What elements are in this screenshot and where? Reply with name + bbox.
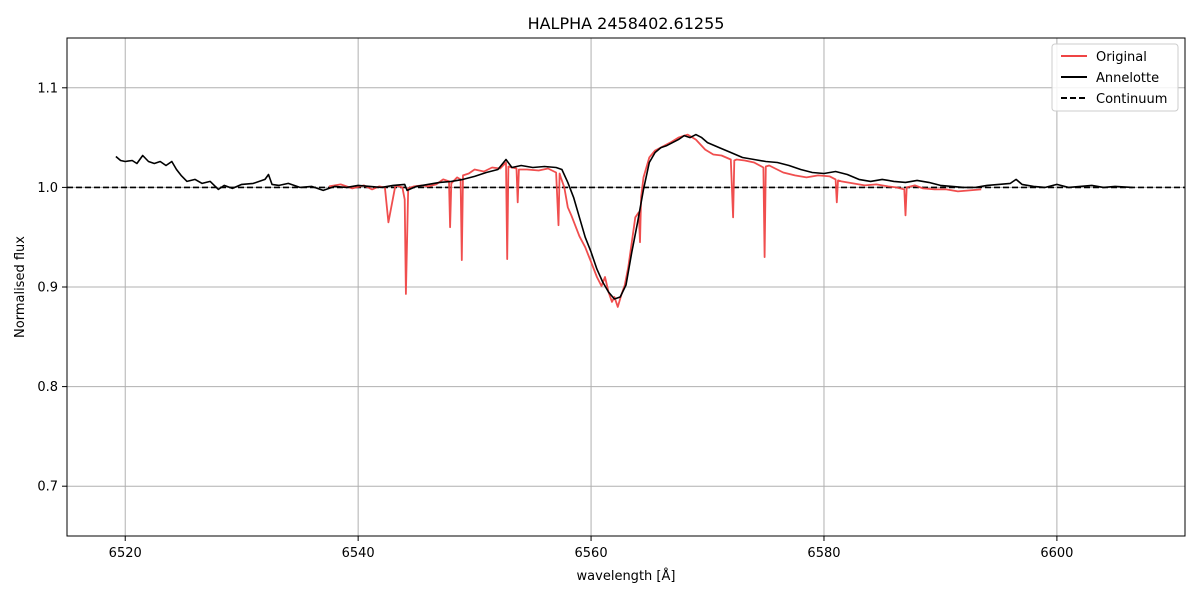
- x-tick-label: 6580: [807, 546, 840, 561]
- annelotte-series-line: [115, 133, 1133, 300]
- legend-box: [1051, 43, 1179, 112]
- x-tick-label: 6600: [1040, 546, 1073, 561]
- grid: [67, 38, 1185, 536]
- x-tick-label: 6540: [342, 546, 375, 561]
- x-tick-label: 6560: [575, 546, 608, 561]
- legend-label-annelotte: Annelotte: [1096, 71, 1159, 86]
- legend-label-continuum: Continuum: [1096, 92, 1167, 107]
- series-layer: [67, 133, 1185, 308]
- y-tick-label: 1.0: [37, 181, 58, 196]
- legend: Original Annelotte Continuum: [1051, 43, 1179, 112]
- x-axis-label: wavelength [Å]: [577, 568, 676, 584]
- y-tick-label: 1.1: [37, 81, 58, 96]
- chart-title: HALPHA 2458402.61255: [528, 14, 725, 33]
- original-series-line: [328, 133, 982, 308]
- y-tick-label: 0.7: [37, 480, 58, 495]
- axis-ticks: 6520 6540 6560 6580 6600 0.7 0.8 0.9 1.0 1.1: [37, 81, 1073, 561]
- legend-label-original: Original: [1096, 50, 1147, 65]
- y-axis-label: Normalised flux: [13, 236, 28, 338]
- y-tick-label: 0.8: [37, 380, 58, 395]
- x-tick-label: 6520: [109, 546, 142, 561]
- y-tick-label: 0.9: [37, 281, 58, 296]
